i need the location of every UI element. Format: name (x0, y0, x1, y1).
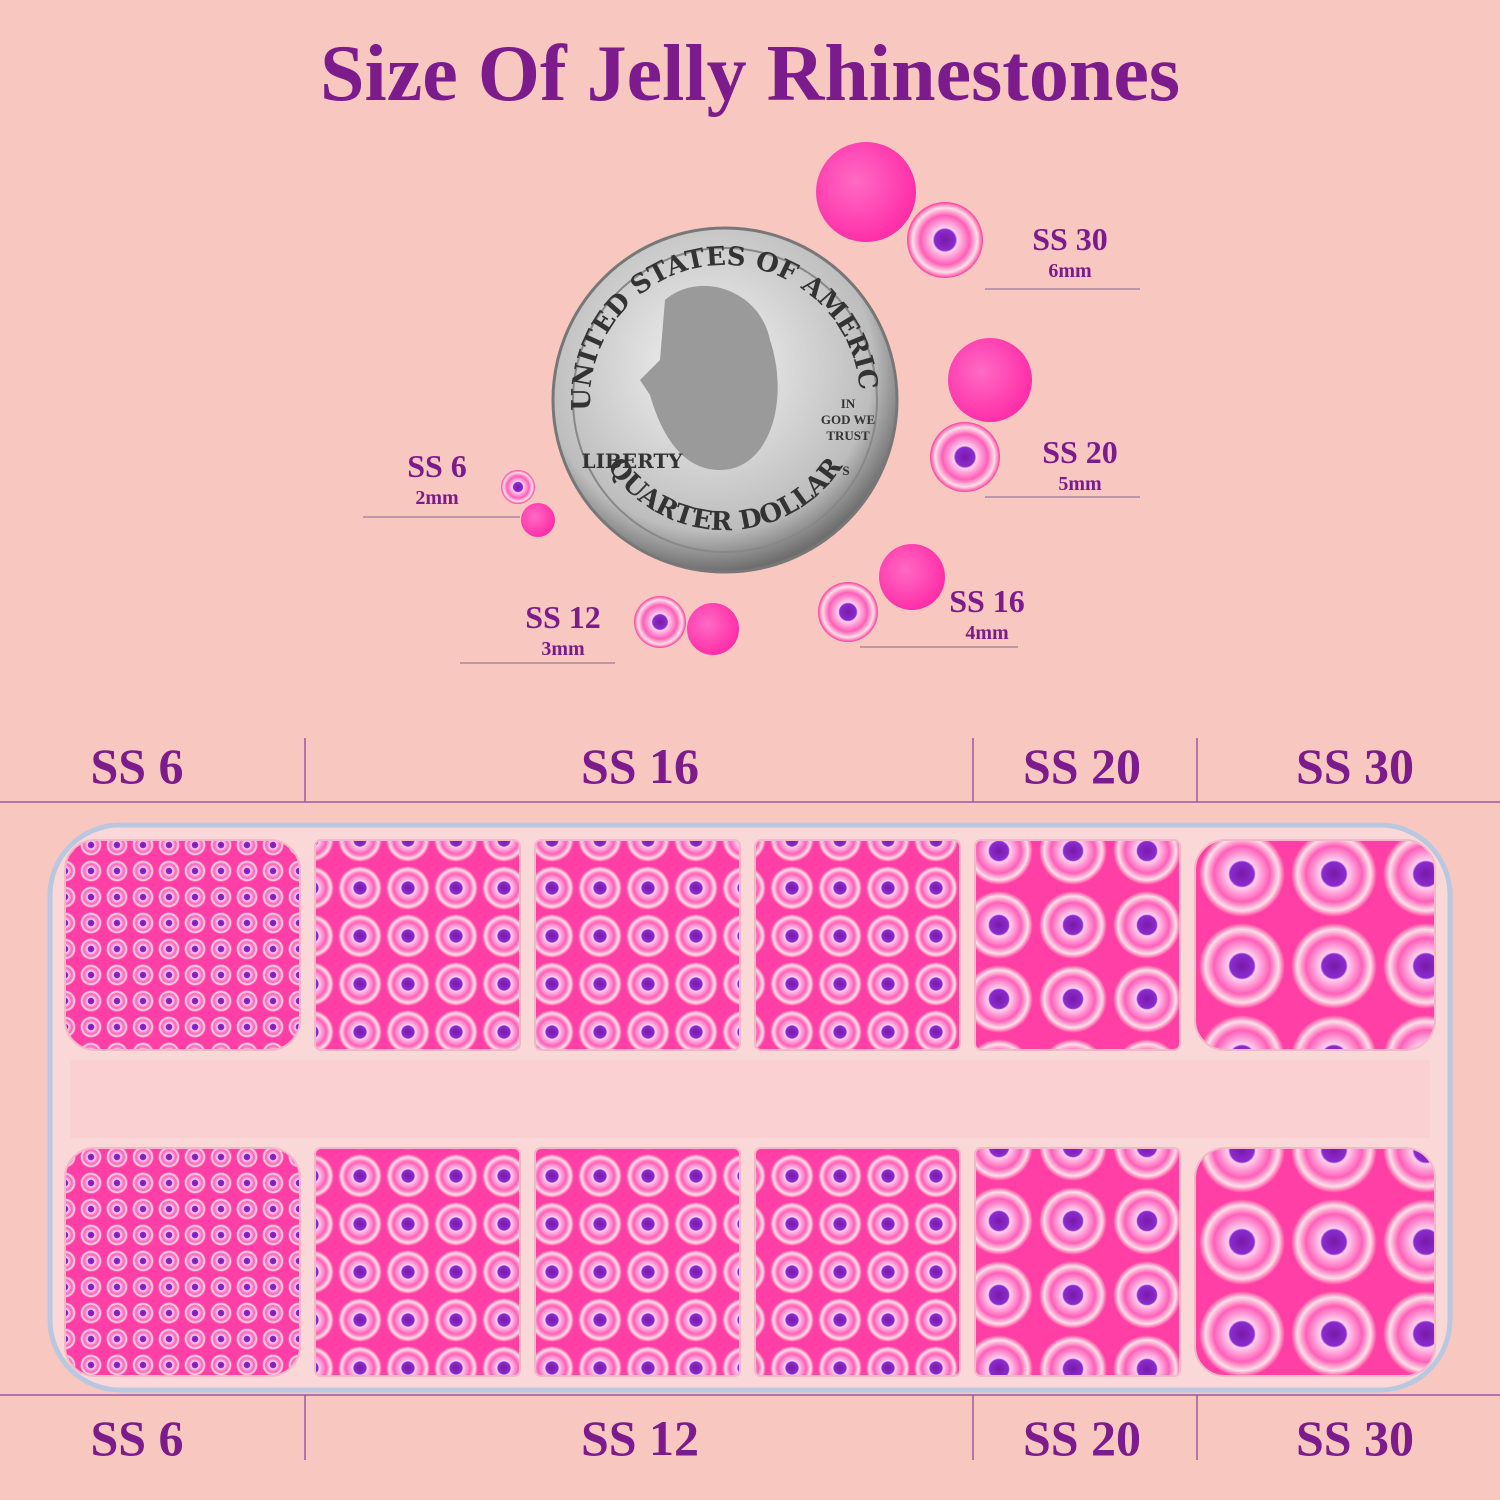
compartment (64, 839, 301, 1051)
callout-label: SS 12 (525, 599, 601, 635)
tray-bar (70, 1060, 1430, 1138)
callout-label: SS 30 (1032, 221, 1108, 257)
compartment (974, 839, 1181, 1051)
compartment (314, 839, 521, 1051)
compartment (1194, 839, 1436, 1051)
callout-label: SS 6 (407, 448, 467, 484)
callout-size: 6mm (1048, 260, 1092, 282)
compartment (314, 1147, 521, 1377)
callout-label: SS 20 (1042, 434, 1118, 470)
tray-label: SS 20 (1023, 738, 1141, 794)
compartment (754, 839, 961, 1051)
tray-label: SS 20 (1023, 1410, 1141, 1466)
tray-label: SS 30 (1296, 1410, 1414, 1466)
compartment (534, 1147, 741, 1377)
compartment (64, 1147, 301, 1377)
coin-motto: GOD WE (821, 412, 875, 427)
coin-motto: TRUST (826, 428, 870, 443)
stones (501, 142, 1032, 655)
tray-label: SS 6 (90, 738, 183, 794)
compartment (754, 1147, 961, 1377)
coin-liberty: LIBERTY (582, 449, 684, 473)
callout-label: SS 16 (949, 583, 1025, 619)
callout-size: 5mm (1058, 473, 1102, 495)
title: Size Of Jelly Rhinestones (320, 30, 1180, 118)
coin-motto: IN (841, 396, 856, 411)
tray-label: SS 6 (90, 1410, 183, 1466)
callout-size: 4mm (965, 622, 1009, 644)
callout-size: 2mm (415, 487, 459, 509)
tray-label: SS 16 (581, 738, 699, 794)
tray-label: SS 30 (1296, 738, 1414, 794)
coin-mint: S (842, 463, 849, 478)
compartment (534, 839, 741, 1051)
compartment (1194, 1147, 1436, 1377)
tray-label: SS 12 (581, 1410, 699, 1466)
compartment (974, 1147, 1181, 1377)
callout-size: 3mm (541, 638, 585, 660)
